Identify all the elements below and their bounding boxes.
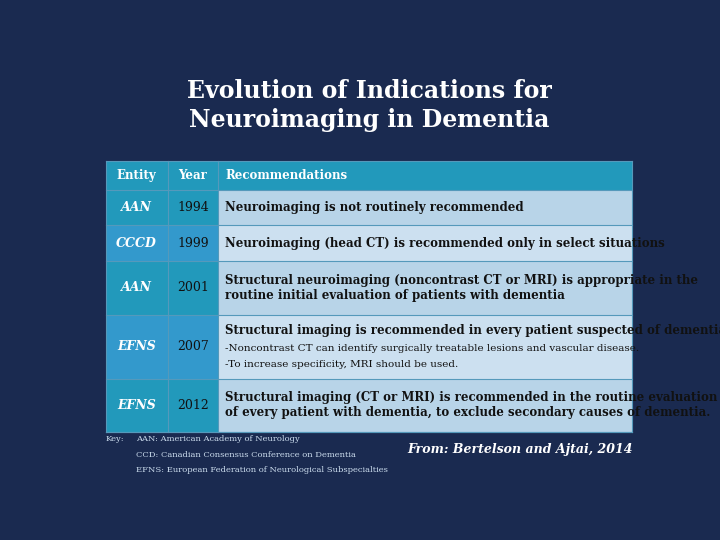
Text: EFNS: EFNS [117,399,156,411]
Text: Key:: Key: [106,435,125,443]
Bar [168,161,218,190]
Bar [106,379,218,431]
Bar [106,315,218,379]
Bar [218,315,632,379]
Text: EFNS: EFNS [117,340,156,353]
Text: routine initial evaluation of patients with dementia: routine initial evaluation of patients w… [225,289,565,302]
Text: 2012: 2012 [177,399,209,411]
Text: AAN: AAN [121,201,152,214]
Text: Structural imaging (CT or MRI) is recommended in the routine evaluation: Structural imaging (CT or MRI) is recomm… [225,391,717,404]
Bar [106,261,218,315]
Text: 1994: 1994 [177,201,209,214]
Text: From: Bertelson and Ajtai, 2014: From: Bertelson and Ajtai, 2014 [407,443,632,456]
Text: CCCD: CCCD [116,237,157,249]
Text: -To increase specificity, MRI should be used.: -To increase specificity, MRI should be … [225,360,459,369]
Text: CCD: Canadian Consensus Conference on Dementia: CCD: Canadian Consensus Conference on De… [136,451,356,458]
Bar [218,225,632,261]
Text: EFNS: European Federation of Neurological Subspecialties: EFNS: European Federation of Neurologica… [136,467,388,475]
Bar [106,190,218,225]
Bar [218,190,632,225]
Bar [218,161,632,190]
Bar [218,261,632,315]
Text: AAN: AAN [121,281,152,294]
Text: Year: Year [179,169,207,182]
Bar [106,161,168,190]
Bar [218,379,632,431]
Text: Neuroimaging (head CT) is recommended only in select situations: Neuroimaging (head CT) is recommended on… [225,237,665,249]
Text: Structural imaging is recommended in every patient suspected of dementia:: Structural imaging is recommended in eve… [225,323,720,337]
Text: 1999: 1999 [177,237,209,249]
Bar [106,225,218,261]
Text: Entity: Entity [117,169,156,182]
Text: -Noncontrast CT can identify surgically treatable lesions and vascular disease.: -Noncontrast CT can identify surgically … [225,344,639,353]
Text: Recommendations: Recommendations [225,169,347,182]
Text: AAN: American Academy of Neurology: AAN: American Academy of Neurology [136,435,300,443]
Text: 2007: 2007 [177,340,209,353]
Text: of every patient with dementia, to exclude secondary causes of dementia.: of every patient with dementia, to exclu… [225,406,711,419]
Text: 2001: 2001 [177,281,209,294]
Text: Neuroimaging is not routinely recommended: Neuroimaging is not routinely recommende… [225,201,523,214]
Text: Evolution of Indications for
Neuroimaging in Dementia: Evolution of Indications for Neuroimagin… [186,79,552,132]
Text: Structural neuroimaging (noncontrast CT or MRI) is appropriate in the: Structural neuroimaging (noncontrast CT … [225,274,698,287]
